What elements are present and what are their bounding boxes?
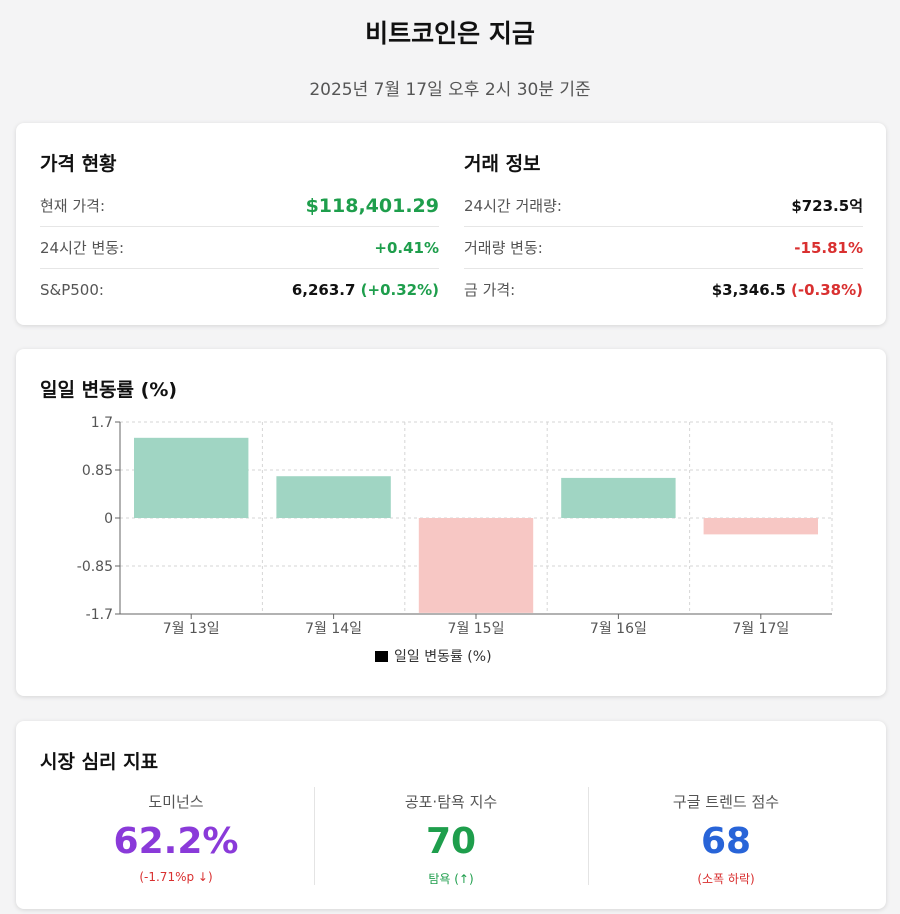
y-tick-label: -0.85 xyxy=(77,559,113,575)
sp500-row: S&P500: 6,263.7 (+0.32%) xyxy=(40,269,439,310)
y-tick-label: 0 xyxy=(104,511,113,527)
x-tick-label: 7월 16일 xyxy=(590,621,647,637)
gold-price-row: 금 가격: $3,346.5 (-0.38%) xyxy=(464,269,863,310)
dominance-metric: 도미넌스 62.2% (-1.71%p ↓) xyxy=(41,787,311,887)
page-title: 비트코인은 지금 xyxy=(365,19,535,48)
price-info-card: 가격 현황 현재 가격: $118,401.29 24시간 변동: +0.41%… xyxy=(16,123,886,325)
daily-change-card: 일일 변동률 (%) 1.7 0.85 0 -0.85 -1.7 7월 13일 7월 14일… xyxy=(16,349,886,696)
change-24h-label: 24시간 변동: xyxy=(40,239,125,257)
google-trends-label: 구글 트렌드 점수 xyxy=(672,793,780,811)
dominance-label: 도미넌스 xyxy=(148,793,204,811)
chart-title: 일일 변동률 (%) xyxy=(40,379,178,401)
sp500-label: S&P500: xyxy=(40,280,104,299)
dominance-value: 62.2% xyxy=(113,821,239,862)
gold-price-value: $3,346.5 xyxy=(711,280,786,299)
volume-24h-label: 24시간 거래량: xyxy=(464,197,562,215)
google-trends-note: (소폭 하락) xyxy=(697,872,755,886)
fear-greed-note: 탐욕 (↑) xyxy=(428,872,474,886)
trade-info-title: 거래 정보 xyxy=(464,153,541,175)
volume-24h-row: 24시간 거래량: $723.5억 xyxy=(464,185,863,227)
y-tick-label: -1.7 xyxy=(86,607,113,623)
page-subtitle: 2025년 7월 17일 오후 2시 30분 기준 xyxy=(309,80,591,100)
volume-24h-value: $723.5억 xyxy=(791,197,863,215)
change-24h-value: +0.41% xyxy=(374,238,439,257)
google-trends-value: 68 xyxy=(700,821,752,862)
current-price-label: 현재 가격: xyxy=(40,197,106,215)
sp500-change: (+0.32%) xyxy=(360,280,439,299)
legend-swatch xyxy=(375,651,388,662)
x-tick-label: 7월 13일 xyxy=(163,621,220,637)
legend-label: 일일 변동률 (%) xyxy=(394,649,492,665)
sp500-value-group: 6,263.7 (+0.32%) xyxy=(292,281,439,299)
fear-greed-label: 공포·탐욕 지수 xyxy=(404,793,498,811)
y-tick-label: 1.7 xyxy=(91,415,113,431)
volume-change-label: 거래량 변동: xyxy=(464,239,543,257)
chart-bar xyxy=(134,437,249,518)
daily-change-chart: 1.7 0.85 0 -0.85 -1.7 7월 13일 7월 14일 7월 15일 7월 16… xyxy=(77,415,833,665)
market-sentiment-card: 시장 심리 지표 도미넌스 62.2% (-1.71%p ↓) 공포·탐욕 지수… xyxy=(16,721,886,909)
dominance-note: (-1.71%p ↓) xyxy=(139,870,213,884)
google-trends-metric: 구글 트렌드 점수 68 (소폭 하락) xyxy=(591,787,861,887)
fear-greed-value: 70 xyxy=(425,821,477,862)
sentiment-title: 시장 심리 지표 xyxy=(40,751,159,773)
x-tick-label: 7월 15일 xyxy=(448,621,505,637)
metric-divider xyxy=(314,787,315,885)
chart-bar xyxy=(276,476,391,518)
chart-bar xyxy=(561,477,676,518)
current-price-row: 현재 가격: $118,401.29 xyxy=(40,185,439,227)
price-status-title: 가격 현황 xyxy=(40,153,117,175)
metric-divider xyxy=(588,787,589,885)
chart-bar xyxy=(418,518,534,613)
gold-price-value-group: $3,346.5 (-0.38%) xyxy=(712,281,863,299)
volume-change-value: -15.81% xyxy=(794,238,863,257)
x-tick-label: 7월 17일 xyxy=(732,621,789,637)
sp500-value: 6,263.7 xyxy=(291,280,356,299)
change-24h-row: 24시간 변동: +0.41% xyxy=(40,227,439,269)
x-tick-label: 7월 14일 xyxy=(305,621,362,637)
gold-price-label: 금 가격: xyxy=(464,281,516,299)
chart-bar xyxy=(703,518,818,535)
current-price-value: $118,401.29 xyxy=(305,194,439,217)
fear-greed-metric: 공포·탐욕 지수 70 탐욕 (↑) xyxy=(316,787,586,887)
gold-price-change: (-0.38%) xyxy=(791,280,863,299)
volume-change-row: 거래량 변동: -15.81% xyxy=(464,227,863,269)
y-tick-label: 0.85 xyxy=(82,463,113,479)
